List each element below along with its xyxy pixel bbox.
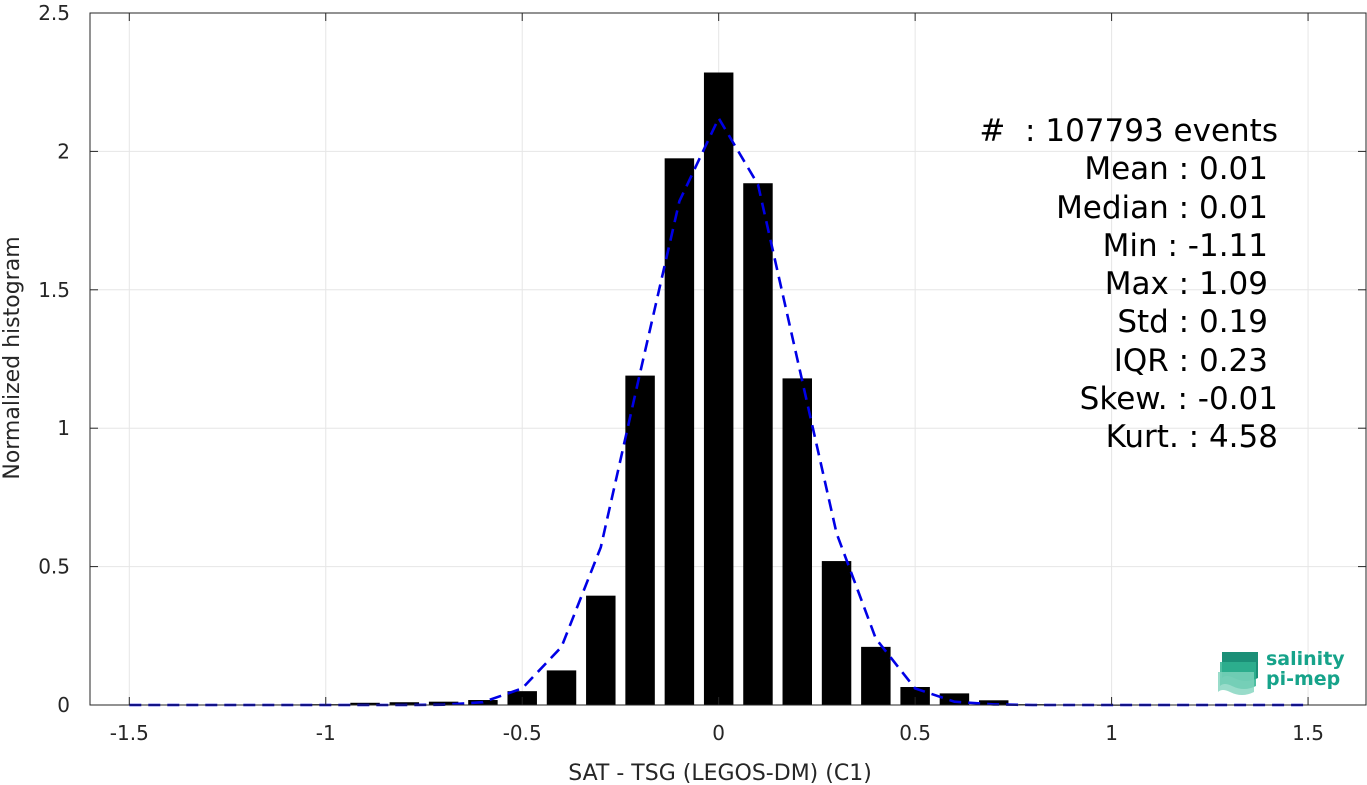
wave-logo-icon bbox=[1218, 652, 1258, 695]
plot-frame bbox=[89, 12, 1367, 706]
histogram-bar bbox=[546, 670, 577, 705]
logo-line1: salinity bbox=[1266, 648, 1345, 670]
logo-text: salinity pi-mep bbox=[1266, 649, 1345, 689]
histogram-bar bbox=[978, 700, 1009, 705]
x-tick-label: 1 bbox=[1105, 721, 1118, 745]
y-tick-label: 2.5 bbox=[38, 1, 70, 25]
histogram-bar bbox=[428, 701, 459, 705]
x-axis-label: SAT - TSG (LEGOS-DM) (C1) bbox=[568, 761, 872, 785]
histogram-bar bbox=[939, 693, 970, 705]
histogram-bar bbox=[664, 158, 695, 705]
stat-std: Std : 0.19 bbox=[1117, 304, 1268, 341]
stat-median: Median : 0.01 bbox=[1056, 189, 1268, 226]
histogram-bar bbox=[743, 183, 773, 705]
histogram-bar bbox=[586, 595, 616, 705]
histogram-bar bbox=[703, 72, 734, 705]
y-tick-label: 0 bbox=[57, 693, 70, 717]
y-tick-label: 1.5 bbox=[38, 278, 70, 302]
x-tick-label: 0 bbox=[712, 721, 725, 745]
histogram-bars bbox=[271, 72, 1127, 706]
y-axis-label: Normalized histogram bbox=[0, 236, 25, 479]
stat-min: Min : -1.11 bbox=[1102, 227, 1268, 264]
histogram-bar bbox=[821, 561, 852, 705]
x-tick-label: -1.5 bbox=[110, 721, 149, 745]
y-tick-label: 2 bbox=[57, 139, 70, 163]
stat-count: # : 107793 events bbox=[979, 113, 1278, 149]
stat-iqr: IQR : 0.23 bbox=[1113, 342, 1268, 379]
x-tick-label: -0.5 bbox=[503, 721, 542, 745]
salinity-pi-mep-logo: salinity pi-mep bbox=[1216, 648, 1346, 696]
y-tick-label: 0.5 bbox=[38, 555, 70, 579]
stat-max: Max : 1.09 bbox=[1104, 266, 1268, 303]
logo-line2: pi-mep bbox=[1266, 668, 1341, 690]
axis-ticks: -1.5 -1 -0.5 0 0.5 1 1.5 0 0.5 1 1.5 2 2.5 bbox=[38, 1, 1366, 745]
x-tick-label: 0.5 bbox=[899, 721, 931, 745]
x-tick-label: 1.5 bbox=[1292, 721, 1324, 745]
stat-skew: Skew. : -0.01 bbox=[1079, 381, 1278, 418]
stats-box: # : 107793 events Mean : 0.01 Median : 0… bbox=[930, 112, 1278, 457]
y-tick-label: 1 bbox=[57, 416, 70, 440]
histogram-bar bbox=[389, 702, 420, 705]
x-tick-label: -1 bbox=[316, 721, 336, 745]
histogram-bar bbox=[861, 646, 891, 705]
stat-kurt: Kurt. : 4.58 bbox=[1105, 419, 1278, 456]
stat-mean: Mean : 0.01 bbox=[1084, 151, 1268, 188]
histogram-bar bbox=[625, 375, 655, 705]
histogram-bar bbox=[782, 378, 812, 705]
